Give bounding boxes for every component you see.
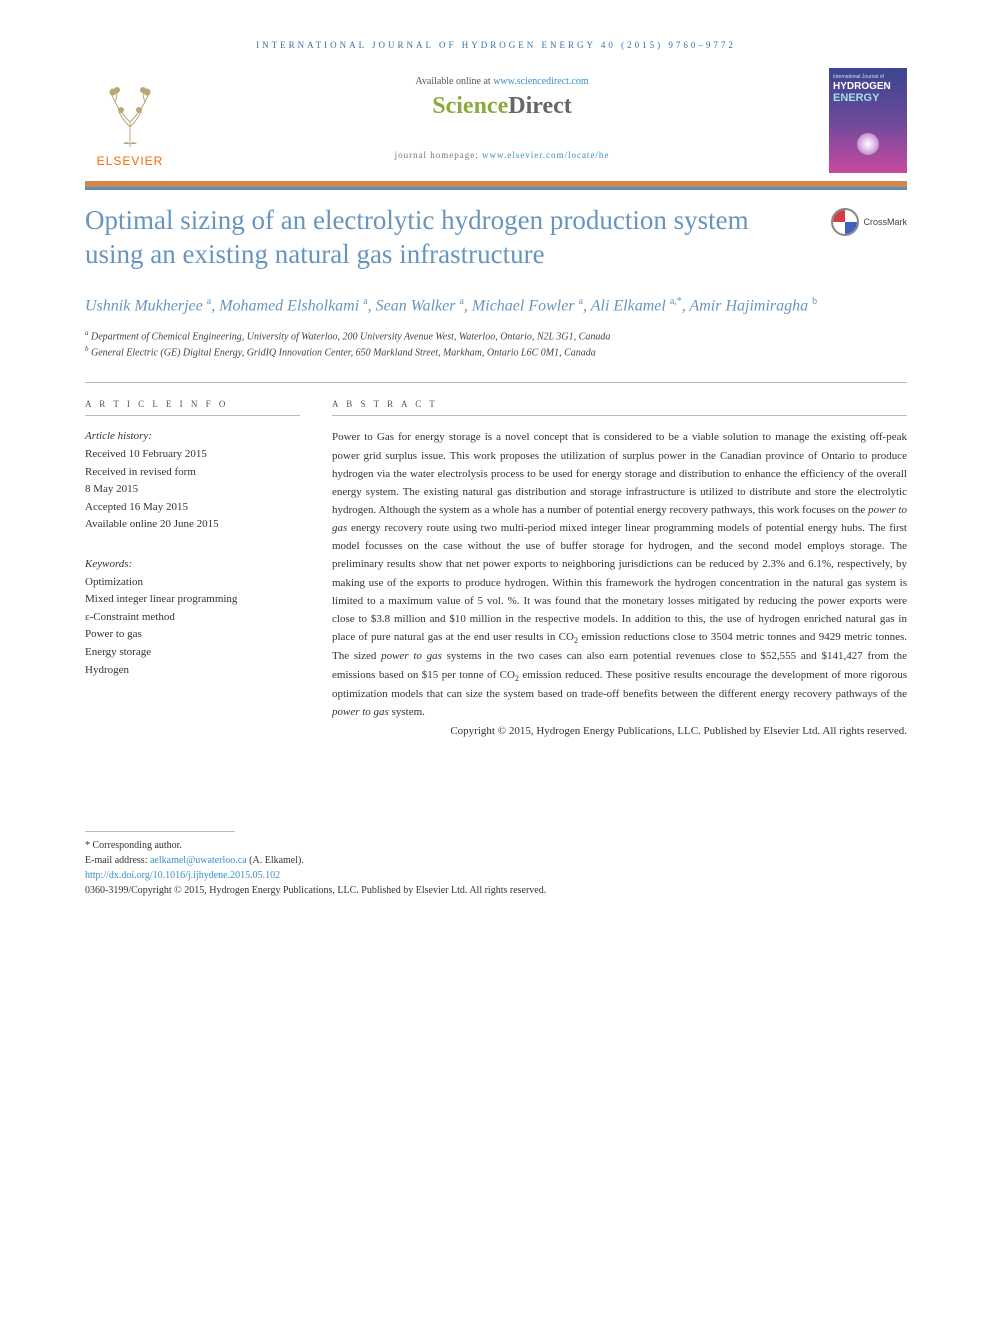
article-title: Optimal sizing of an electrolytic hydrog… [85, 204, 831, 272]
corresponding: * Corresponding author. [85, 838, 907, 853]
authors: Ushnik Mukherjee a, Mohamed Elsholkami a… [85, 294, 907, 318]
abstract-header: A B S T R A C T [332, 399, 907, 416]
keyword-item: ε-Constraint method [85, 609, 300, 627]
abstract-column: A B S T R A C T Power to Gas for energy … [332, 399, 907, 740]
email-label: E-mail address: [85, 855, 150, 866]
bar-blue [85, 187, 907, 190]
keyword-item: Power to gas [85, 626, 300, 644]
center-header: Available online at www.sciencedirect.co… [175, 68, 829, 160]
divider [85, 382, 907, 383]
keyword-item: Mixed integer linear programming [85, 591, 300, 609]
info-header: A R T I C L E I N F O [85, 399, 300, 416]
cover-main: HYDROGEN [833, 82, 903, 92]
elsevier-text: ELSEVIER [97, 154, 164, 168]
sd-direct: Direct [508, 93, 572, 119]
sciencedirect-link[interactable]: www.sciencedirect.com [493, 76, 588, 87]
footer-divider [85, 831, 235, 832]
revised2: 8 May 2015 [85, 481, 300, 499]
homepage-label: journal homepage: [395, 150, 482, 160]
keyword-item: Hydrogen [85, 662, 300, 680]
journal-homepage: journal homepage: www.elsevier.com/locat… [175, 150, 829, 160]
online: Available online 20 June 2015 [85, 516, 300, 534]
accepted: Accepted 16 May 2015 [85, 499, 300, 517]
received: Received 10 February 2015 [85, 446, 300, 464]
elsevier-logo[interactable]: ELSEVIER [85, 68, 175, 168]
journal-cover[interactable]: International Journal of HYDROGEN ENERGY [829, 68, 907, 173]
journal-header: INTERNATIONAL JOURNAL OF HYDROGEN ENERGY… [85, 40, 907, 50]
cover-sub: ENERGY [833, 92, 903, 104]
article-info-column: A R T I C L E I N F O Article history: R… [85, 399, 300, 740]
issn-line: 0360-3199/Copyright © 2015, Hydrogen Ene… [85, 883, 907, 898]
cover-small: International Journal of [833, 74, 903, 80]
crossmark-icon [831, 208, 859, 236]
homepage-link[interactable]: www.elsevier.com/locate/he [482, 150, 609, 160]
available-prefix: Available online at [415, 76, 493, 87]
email-link[interactable]: aelkamel@uwaterloo.ca [150, 855, 247, 866]
cover-circle-icon [857, 133, 879, 155]
copyright: Copyright © 2015, Hydrogen Energy Public… [332, 723, 907, 741]
email-line: E-mail address: aelkamel@uwaterloo.ca (A… [85, 853, 907, 868]
article-history: Article history: Received 10 February 20… [85, 428, 300, 534]
footer: * Corresponding author. E-mail address: … [85, 838, 907, 898]
affiliation-b: b General Electric (GE) Digital Energy, … [85, 344, 907, 360]
doi-link[interactable]: http://dx.doi.org/10.1016/j.ijhydene.201… [85, 870, 280, 881]
sd-science: Science [432, 93, 508, 119]
header-row: ELSEVIER Available online at www.science… [85, 68, 907, 173]
affiliations: a Department of Chemical Engineering, Un… [85, 328, 907, 361]
abstract-text: Power to Gas for energy storage is a nov… [332, 428, 907, 721]
content-row: A R T I C L E I N F O Article history: R… [85, 399, 907, 740]
keyword-item: Energy storage [85, 644, 300, 662]
history-label: Article history: [85, 428, 300, 446]
available-online: Available online at www.sciencedirect.co… [175, 76, 829, 87]
keyword-item: Optimization [85, 574, 300, 592]
crossmark-badge[interactable]: CrossMark [831, 208, 907, 236]
email-suffix: (A. Elkamel). [247, 855, 304, 866]
elsevier-tree-icon [95, 82, 165, 152]
keywords-label: Keywords: [85, 556, 300, 574]
crossmark-label: CrossMark [863, 217, 907, 227]
title-row: Optimal sizing of an electrolytic hydrog… [85, 204, 907, 272]
affiliation-a: a Department of Chemical Engineering, Un… [85, 328, 907, 344]
sciencedirect-logo[interactable]: ScienceDirect [175, 93, 829, 120]
keywords-block: Keywords: OptimizationMixed integer line… [85, 556, 300, 679]
revised1: Received in revised form [85, 464, 300, 482]
